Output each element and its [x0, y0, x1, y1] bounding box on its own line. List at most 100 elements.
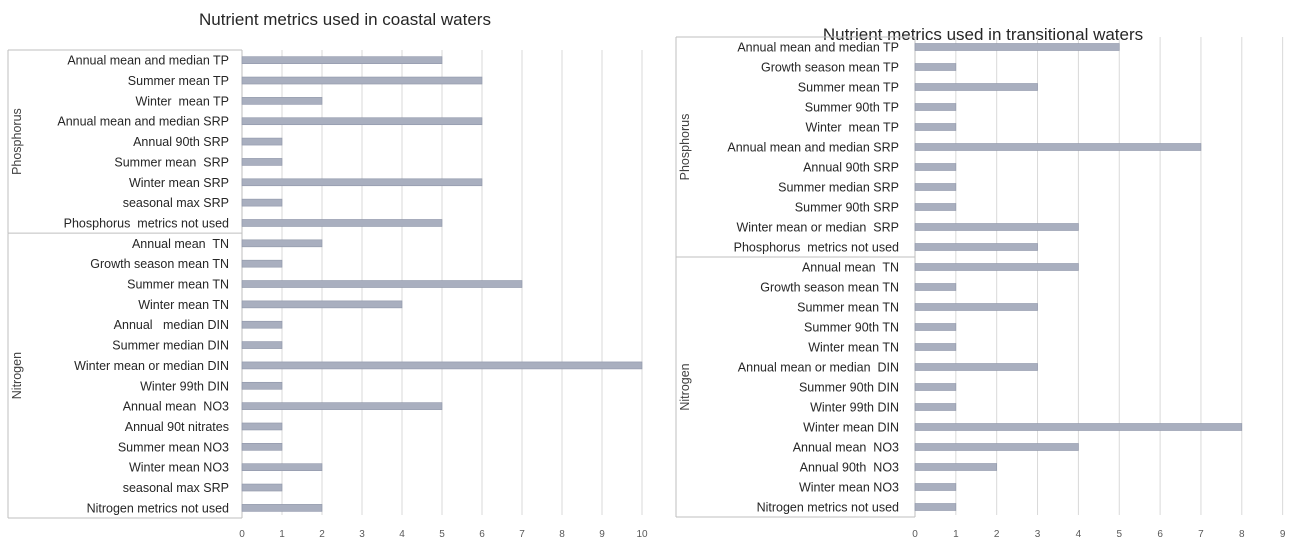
- bar: [914, 323, 957, 331]
- x-tick-label: 7: [1198, 529, 1204, 540]
- bar: [241, 280, 523, 288]
- bar: [914, 223, 1079, 231]
- bar: [914, 103, 957, 111]
- x-tick-label: 4: [399, 529, 405, 540]
- bar: [914, 483, 957, 491]
- bar: [241, 320, 283, 329]
- bar: [241, 137, 283, 146]
- x-tick-label: 6: [1157, 529, 1163, 540]
- bar: [241, 381, 283, 390]
- group-label: Phosphorus: [678, 114, 692, 181]
- category-label: Summer mean SRP: [114, 155, 229, 169]
- bar: [241, 239, 323, 248]
- x-tick-label: 7: [519, 529, 525, 540]
- bar: [914, 83, 1038, 91]
- category-label: Annual mean NO3: [123, 400, 229, 414]
- bar: [914, 63, 957, 71]
- x-tick-label: 6: [479, 529, 485, 540]
- x-tick-label: 10: [636, 529, 648, 540]
- bar: [914, 423, 1243, 431]
- category-label: Winter mean TN: [138, 298, 229, 312]
- category-label: Annual 90th SRP: [803, 161, 899, 175]
- x-tick-label: 5: [1116, 529, 1122, 540]
- group-label: Nitrogen: [678, 363, 692, 410]
- category-label: Growth season mean TN: [90, 257, 229, 271]
- bar: [914, 503, 957, 511]
- category-label: Summer 90th TP: [805, 101, 899, 115]
- bar: [241, 259, 283, 268]
- bar: [241, 219, 443, 227]
- category-label: Summer median SRP: [778, 181, 899, 195]
- category-label: Winter mean or median SRP: [736, 221, 899, 235]
- category-label: Winter mean SRP: [129, 176, 229, 190]
- x-tick-label: 5: [439, 529, 445, 540]
- bar: [241, 198, 283, 207]
- category-label: Summer mean TN: [127, 278, 229, 292]
- bar: [914, 463, 997, 471]
- category-label: Phosphorus metrics not used: [64, 216, 229, 230]
- category-label: Phosphorus metrics not used: [734, 241, 899, 255]
- category-label: Summer mean TP: [128, 74, 229, 88]
- group-label: Phosphorus: [10, 108, 24, 175]
- category-label: Winter mean NO3: [799, 481, 899, 495]
- bar: [914, 383, 957, 391]
- category-label: Annual mean or median DIN: [738, 361, 899, 375]
- category-label: Winter mean TP: [135, 94, 229, 108]
- category-label: Summer 90th DIN: [799, 381, 899, 395]
- bar: [241, 56, 443, 64]
- category-label: Summer mean TN: [797, 301, 899, 315]
- x-tick-label: 1: [953, 529, 959, 540]
- category-label: Annual mean TN: [802, 261, 899, 275]
- x-tick-label: 8: [1239, 529, 1245, 540]
- category-label: Winter mean or median DIN: [74, 359, 229, 373]
- category-label: Annual 90t nitrates: [125, 420, 229, 434]
- bar: [241, 117, 483, 126]
- category-label: Summer median DIN: [112, 339, 229, 353]
- category-label: Annual mean and median TP: [737, 41, 899, 55]
- category-label: Winter mean TN: [808, 341, 899, 355]
- bar: [241, 504, 323, 512]
- bar: [241, 402, 443, 410]
- bar: [241, 422, 283, 431]
- category-label: Winter mean TP: [805, 121, 899, 135]
- bar: [914, 283, 957, 291]
- x-tick-label: 4: [1076, 529, 1082, 540]
- bar: [914, 303, 1038, 311]
- bar: [914, 163, 957, 171]
- bar: [241, 300, 403, 309]
- x-tick-label: 3: [359, 529, 365, 540]
- category-label: Summer 90th TN: [804, 321, 899, 335]
- bar: [914, 343, 957, 351]
- category-label: Growth season mean TP: [761, 61, 899, 75]
- bar: [914, 243, 1038, 251]
- category-label: seasonal max SRP: [123, 481, 229, 495]
- x-tick-label: 2: [994, 529, 1000, 540]
- category-label: Winter 99th DIN: [140, 379, 229, 393]
- bar: [241, 158, 283, 166]
- category-label: Nitrogen metrics not used: [87, 501, 229, 515]
- bar: [914, 203, 957, 211]
- category-label: Annual mean and median TP: [67, 54, 229, 68]
- x-tick-label: 9: [599, 529, 605, 540]
- x-tick-label: 0: [239, 529, 245, 540]
- category-label: Annual mean and median SRP: [57, 115, 229, 129]
- category-label: Growth season mean TN: [760, 281, 899, 295]
- bar: [241, 97, 323, 105]
- bar: [914, 143, 1202, 151]
- category-label: Annual mean TN: [132, 237, 229, 251]
- bar: [241, 178, 483, 187]
- x-tick-label: 1: [279, 529, 285, 540]
- category-label: Summer mean TP: [798, 81, 899, 95]
- bar: [914, 363, 1038, 371]
- category-label: Annual mean NO3: [793, 441, 899, 455]
- chart-title: Nutrient metrics used in coastal waters: [199, 10, 491, 29]
- x-tick-label: 8: [559, 529, 565, 540]
- x-tick-label: 2: [319, 529, 325, 540]
- bar: [241, 483, 283, 492]
- bar: [241, 76, 483, 85]
- bar: [914, 43, 1120, 51]
- bar: [241, 443, 283, 451]
- category-label: Winter mean DIN: [803, 421, 899, 435]
